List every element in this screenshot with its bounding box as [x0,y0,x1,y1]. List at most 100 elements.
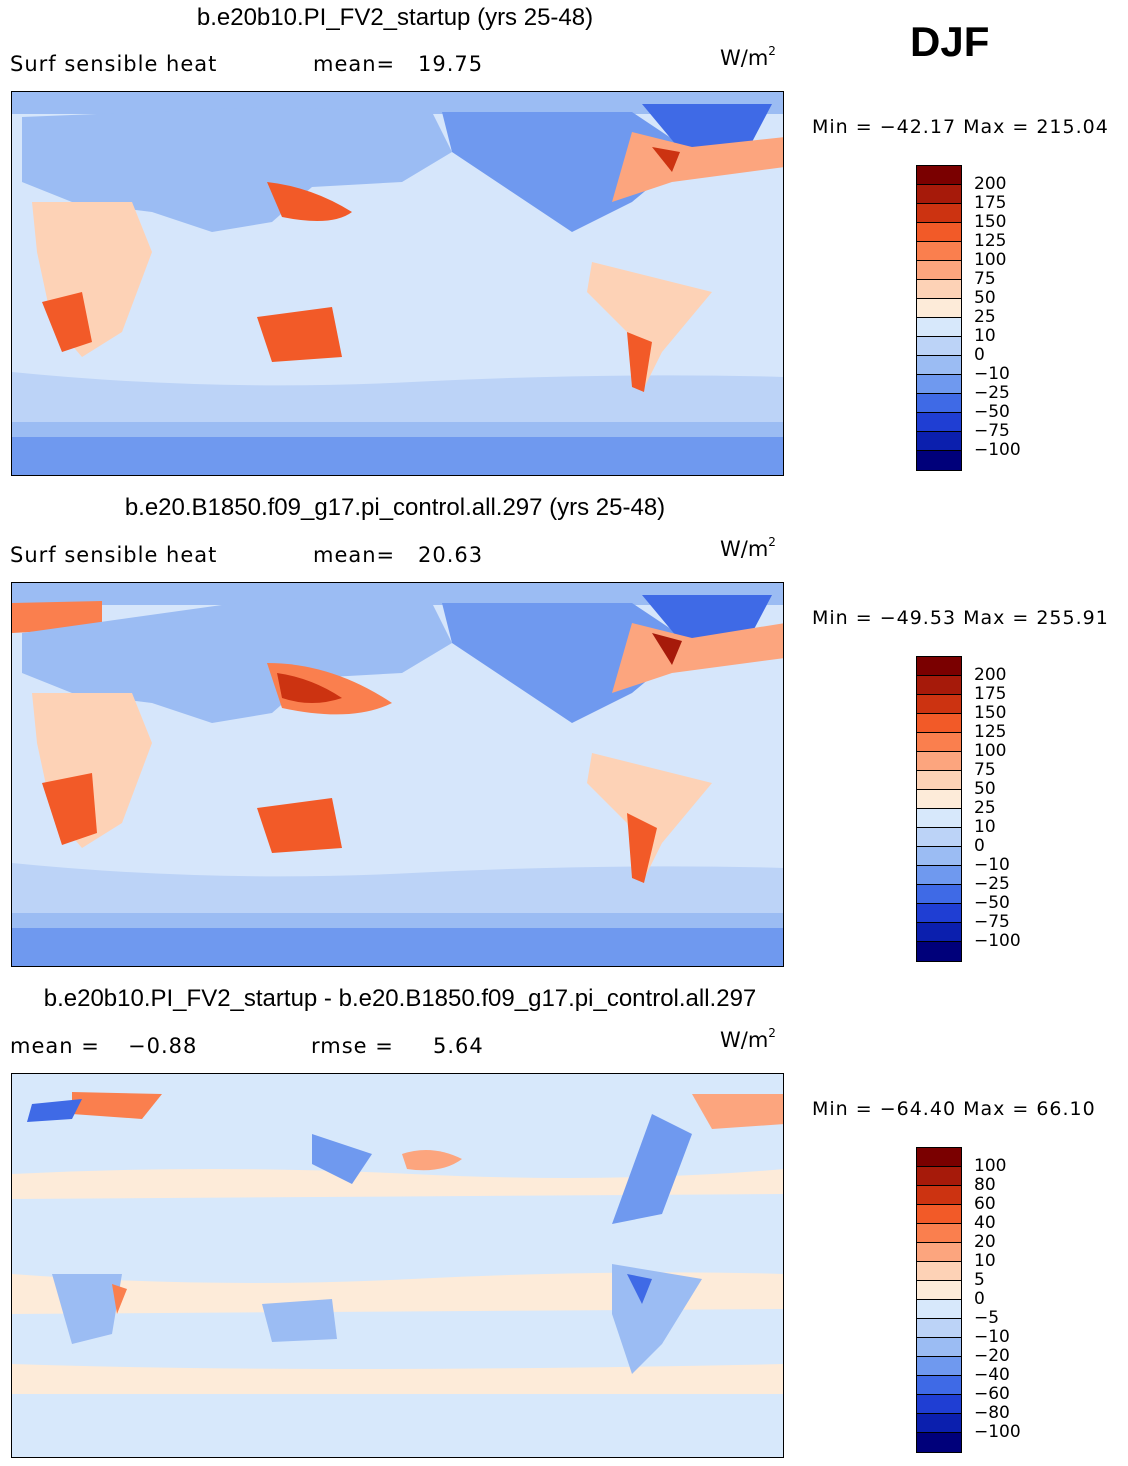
panel-3-colorbar [916,1147,962,1453]
panel-3-minmax: Min = −64.40 Max = 66.10 [812,1098,1096,1120]
colorbar-label: 150 [974,703,1007,723]
colorbar-swatch [917,733,961,752]
colorbar-swatch [917,885,961,904]
colorbar-swatch [917,752,961,771]
colorbar-label: 40 [974,1213,996,1233]
colorbar-label: 100 [974,1156,1007,1176]
colorbar-swatch [917,261,961,280]
colorbar-label: 75 [974,760,996,780]
colorbar-swatch [917,847,961,866]
colorbar-label: 0 [974,836,985,856]
colorbar-swatch [917,714,961,733]
colorbar-label: 0 [974,345,985,365]
season-label: DJF [910,18,990,65]
panel-2-title: b.e20.B1850.f09_g17.pi_control.all.297 (… [124,494,666,521]
colorbar-swatch [917,866,961,885]
colorbar-swatch [917,695,961,714]
colorbar-swatch [917,1338,961,1357]
colorbar-label: −40 [974,1365,1010,1385]
colorbar-label: −80 [974,1403,1010,1423]
colorbar-swatch [917,1148,961,1167]
colorbar-swatch [917,280,961,299]
panel-1-variable-label: Surf sensible heat [10,52,218,76]
colorbar-swatch [917,1319,961,1338]
colorbar-swatch [917,337,961,356]
panel-1-map-svg [12,92,783,475]
colorbar-swatch [917,242,961,261]
colorbar-swatch [917,318,961,337]
panel-2-colorbar [916,656,962,962]
colorbar-swatch [917,1243,961,1262]
colorbar-swatch [917,790,961,809]
colorbar-label: −100 [974,1422,1021,1442]
colorbar-label: 10 [974,817,996,837]
colorbar-swatch [917,1224,961,1243]
colorbar-swatch [917,809,961,828]
colorbar-label: 200 [974,665,1007,685]
colorbar-swatch [917,356,961,375]
colorbar-label: −100 [974,440,1021,460]
colorbar-label: 60 [974,1194,996,1214]
panel-2-mean-value: 20.63 [418,543,484,567]
panel-2-units: W/m2 [720,535,776,561]
colorbar-swatch [917,1167,961,1186]
colorbar-swatch [917,1300,961,1319]
colorbar-label: −10 [974,1327,1010,1347]
colorbar-label: 175 [974,193,1007,213]
colorbar-swatch [917,657,961,676]
colorbar-label: 10 [974,1251,996,1271]
colorbar-swatch [917,904,961,923]
colorbar-swatch [917,1186,961,1205]
colorbar-label: 20 [974,1232,996,1252]
panel-1-colorbar [916,165,962,471]
colorbar-label: −50 [974,402,1010,422]
colorbar-swatch [917,185,961,204]
colorbar-label: 175 [974,684,1007,704]
colorbar-label: 25 [974,798,996,818]
colorbar-swatch [917,676,961,695]
colorbar-swatch [917,375,961,394]
colorbar-swatch [917,166,961,185]
panel-3-rmse-value: 5.64 [433,1034,484,1058]
colorbar-swatch [917,1376,961,1395]
panel-1-minmax: Min = −42.17 Max = 215.04 [812,116,1109,138]
colorbar-label: −25 [974,874,1010,894]
colorbar-label: −10 [974,364,1010,384]
colorbar-swatch [917,771,961,790]
colorbar-swatch [917,1205,961,1224]
colorbar-label: 10 [974,326,996,346]
colorbar-swatch [917,451,961,470]
colorbar-label: 100 [974,250,1007,270]
panel-2-variable-label: Surf sensible heat [10,543,218,567]
colorbar-label: −75 [974,912,1010,932]
colorbar-swatch [917,413,961,432]
colorbar-label: 125 [974,722,1007,742]
colorbar-swatch [917,432,961,451]
panel-3-title: b.e20b10.PI_FV2_startup - b.e20.B1850.f0… [43,985,757,1012]
panel-2-map [11,582,784,967]
colorbar-label: 150 [974,212,1007,232]
panel-1-mean-value: 19.75 [418,52,484,76]
colorbar-swatch [917,923,961,942]
colorbar-label: −75 [974,421,1010,441]
panel-2-map-svg [12,583,783,966]
colorbar-label: 75 [974,269,996,289]
colorbar-label: 25 [974,307,996,327]
colorbar-label: −5 [974,1308,1000,1328]
panel-2-minmax: Min = −49.53 Max = 255.91 [812,607,1109,629]
panel-2-colorbar-labels: 200 175 150 125 100 75 50 25 10 0 −10 −2… [974,666,1021,951]
colorbar-swatch [917,299,961,318]
colorbar-label: −60 [974,1384,1010,1404]
panel-1-colorbar-labels: 200 175 150 125 100 75 50 25 10 0 −10 −2… [974,175,1021,460]
colorbar-label: 50 [974,288,996,308]
colorbar-swatch [917,1357,961,1376]
colorbar-label: −50 [974,893,1010,913]
colorbar-swatch [917,1262,961,1281]
colorbar-swatch [917,1414,961,1433]
colorbar-label: 125 [974,231,1007,251]
panel-3-units: W/m2 [720,1026,776,1052]
colorbar-label: −20 [974,1346,1010,1366]
panel-1-title: b.e20b10.PI_FV2_startup (yrs 25-48) [196,4,594,31]
colorbar-label: 0 [974,1289,985,1309]
panel-1-mean-label: mean= [313,52,396,76]
